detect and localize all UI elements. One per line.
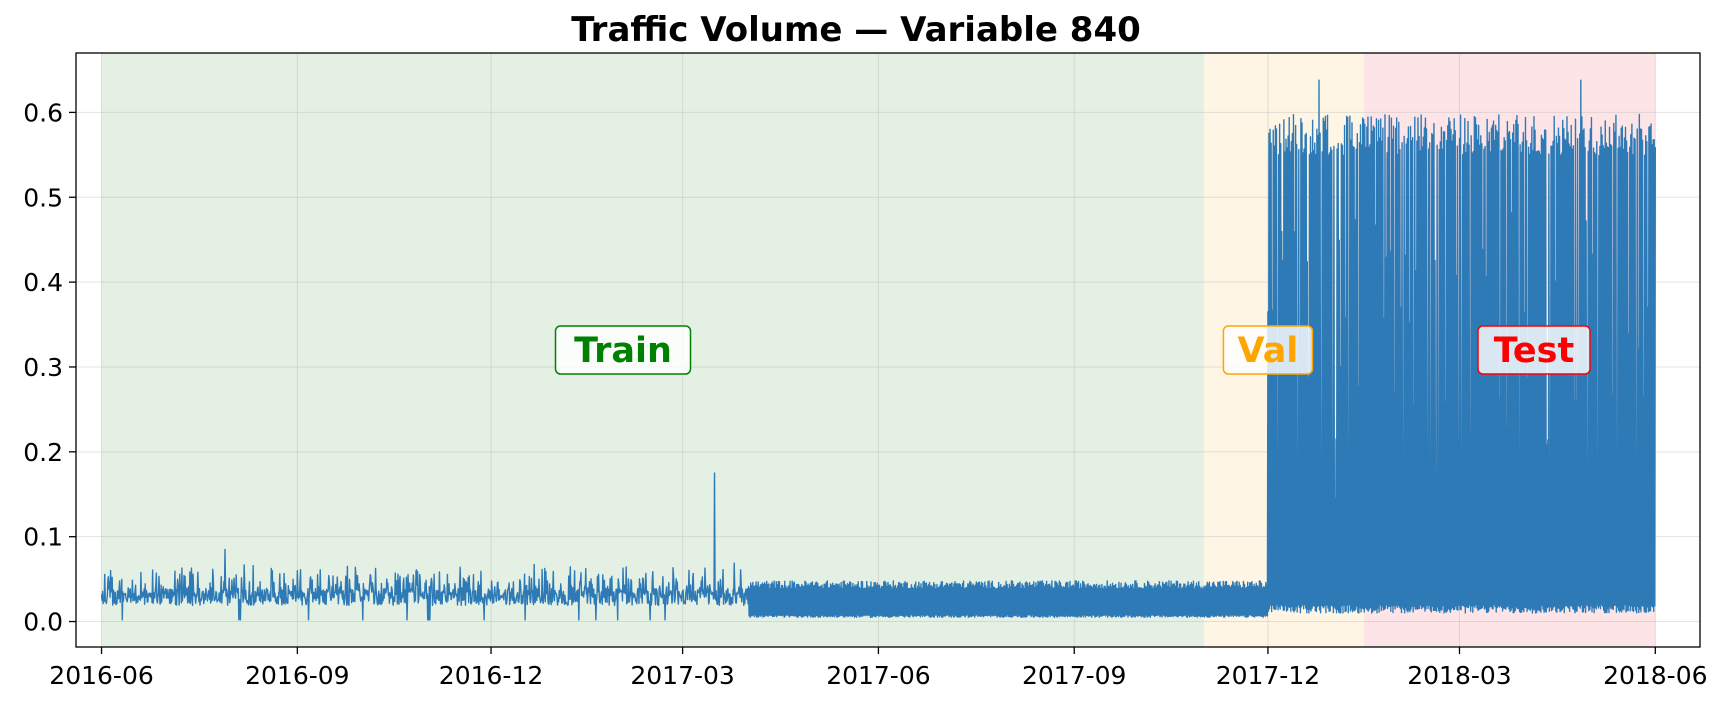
y-tick-label: 0.3: [23, 353, 63, 382]
region-label-box-val: [1222, 325, 1314, 375]
region-label-train: Train: [574, 331, 672, 371]
x-tick-label: 2017-12: [1216, 661, 1320, 690]
y-tick-label: 0.4: [23, 268, 63, 297]
x-tick-label: 2017-06: [826, 661, 930, 690]
region-label-box-train: [554, 325, 692, 375]
y-tick-label: 0.2: [23, 438, 63, 467]
x-tick-label: 2016-12: [439, 661, 543, 690]
x-tick-label: 2016-06: [49, 661, 153, 690]
y-tick-label: 0.6: [23, 98, 63, 127]
plot-frame: [75, 52, 1701, 648]
y-tick-label: 0.5: [23, 183, 63, 212]
region-label-box-test: [1477, 325, 1591, 375]
x-tick-label: 2018-03: [1407, 661, 1511, 690]
y-tick-label: 0.1: [23, 523, 63, 552]
x-tick-label: 2016-09: [245, 661, 349, 690]
region-labels: Train Val Test: [554, 325, 1591, 375]
chart-title: Traffic Volume — Variable 840: [571, 10, 1141, 50]
x-tick-label: 2017-09: [1022, 661, 1126, 690]
x-tick-label: 2018-06: [1603, 661, 1707, 690]
series-traffic-volume: [100, 79, 1657, 621]
x-tick-label: 2017-03: [630, 661, 734, 690]
x-axis: 2016-06 2016-09 2016-12 2017-03 2017-06 2017-…: [49, 647, 1708, 690]
region-label-val: Val: [1238, 331, 1299, 371]
y-tick-label: 0.0: [23, 608, 63, 637]
region-label-test: Test: [1494, 331, 1575, 371]
y-axis: 0.0 0.1 0.2 0.3 0.4 0.5 0.6: [23, 98, 76, 637]
series-line: [100, 79, 1657, 621]
